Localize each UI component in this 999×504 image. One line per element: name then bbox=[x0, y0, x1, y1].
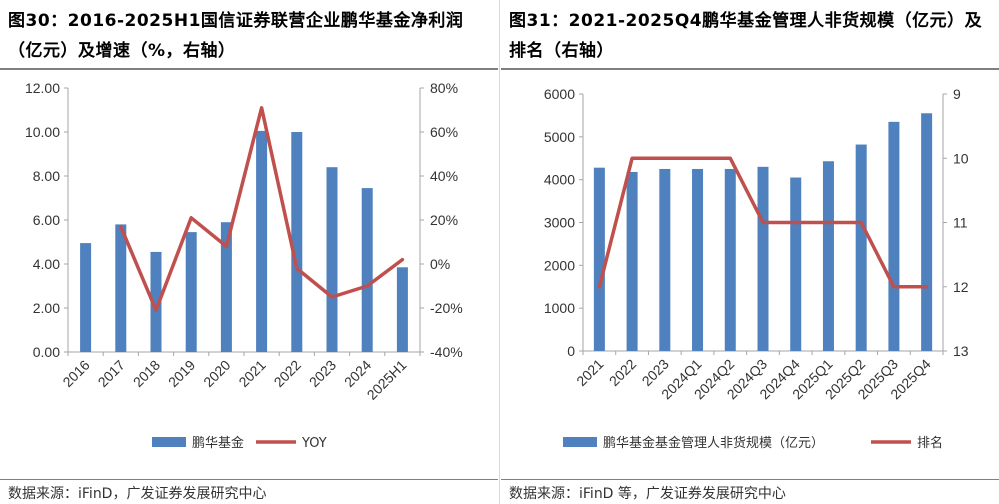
left-left-tick-label: 0.00 bbox=[33, 344, 60, 360]
left-right-tick-label: -40% bbox=[430, 344, 463, 360]
left-line-series bbox=[119, 106, 405, 312]
left-chart-svg: 0.00 2.00 4.00 6.00 8.00 10.00 12.00 -40% -20% 0%… bbox=[25, 80, 463, 451]
left-bar-2016 bbox=[80, 243, 92, 352]
left-left-tick-label: 10.00 bbox=[25, 124, 60, 140]
right-left-tick-label: 1000 bbox=[544, 300, 575, 316]
right-chart-panel: 图31：2021-2025Q4鹏华基金管理人非货规模（亿元）及排名（右轴） 0 1… bbox=[501, 0, 999, 504]
left-bottom-rule bbox=[0, 479, 498, 480]
right-chart-title: 图31：2021-2025Q4鹏华基金管理人非货规模（亿元）及排名（右轴） bbox=[509, 11, 983, 61]
left-x-tick-label: 2021 bbox=[235, 357, 268, 390]
left-x-tick-label: 2018 bbox=[130, 357, 163, 390]
right-x-tick-label: 2021 bbox=[573, 356, 606, 389]
left-source-note: 数据来源：iFinD，广发证券发展研究中心 bbox=[8, 486, 267, 502]
left-x-tick-label: 2020 bbox=[200, 357, 233, 390]
left-legend-bar-label: 鹏华基金 bbox=[192, 435, 244, 451]
left-right-tick-label: 40% bbox=[430, 168, 458, 184]
right-left-tick-label: 0 bbox=[567, 343, 575, 359]
left-left-tick-label: 6.00 bbox=[33, 212, 60, 228]
left-bar-2022 bbox=[291, 132, 303, 352]
right-right-tick-label: 12 bbox=[953, 279, 969, 295]
right-right-tick-label: 9 bbox=[953, 86, 961, 102]
left-x-tick-label: 2016 bbox=[59, 357, 92, 390]
left-left-tick-label: 2.00 bbox=[33, 300, 60, 316]
left-right-tick-label: 60% bbox=[430, 124, 458, 140]
left-bar-2025h1 bbox=[396, 267, 408, 352]
right-right-tick-label: 13 bbox=[953, 343, 969, 359]
left-left-tick-label: 12.00 bbox=[25, 80, 60, 96]
left-left-tick-label: 4.00 bbox=[33, 256, 60, 272]
right-line-series bbox=[597, 156, 929, 289]
left-right-tick-label: -20% bbox=[430, 300, 463, 316]
right-bar-2025q3 bbox=[888, 121, 900, 351]
left-x-tick-label: 2019 bbox=[165, 357, 198, 390]
left-left-tick-label: 8.00 bbox=[33, 168, 60, 184]
panel-divider bbox=[499, 0, 500, 504]
right-bar-2021 bbox=[593, 167, 605, 351]
left-bar-2024 bbox=[361, 188, 373, 352]
right-x-tick-label: 2022 bbox=[606, 356, 639, 389]
left-right-tick-label: 0% bbox=[430, 256, 450, 272]
left-title-rule bbox=[0, 68, 498, 70]
right-bar-2025q2 bbox=[855, 144, 867, 351]
right-bar-2022 bbox=[626, 171, 638, 351]
right-left-tick-label: 2000 bbox=[544, 257, 575, 273]
right-bar-2024q4 bbox=[790, 177, 802, 351]
left-bar-2020 bbox=[220, 222, 232, 352]
right-bar-2024q1 bbox=[692, 168, 704, 351]
right-bar-2025q4 bbox=[921, 113, 933, 352]
right-bar-2023 bbox=[659, 168, 671, 351]
left-legend-line-label: YOY bbox=[301, 436, 327, 451]
left-bar-2018 bbox=[150, 251, 162, 352]
right-right-tick-label: 11 bbox=[953, 215, 968, 231]
right-bar-2024q3 bbox=[757, 166, 769, 351]
right-legend-bar-label: 鹏华基金基金管理人非货规模（亿元） bbox=[603, 435, 824, 451]
left-bar-2017 bbox=[115, 224, 127, 352]
right-bar-2025q1 bbox=[822, 161, 834, 351]
right-legend-line-label: 排名 bbox=[917, 435, 943, 451]
left-right-tick-label: 20% bbox=[430, 212, 458, 228]
right-title-rule bbox=[501, 68, 999, 70]
right-source-note: 数据来源：iFinD 等，广发证券发展研究中心 bbox=[509, 486, 786, 502]
left-x-tick-label: 2025H1 bbox=[364, 357, 410, 403]
right-chart-svg: 0 1000 2000 3000 4000 5000 6000 9 10 11 12 13 2021 20… bbox=[544, 86, 969, 451]
right-left-tick-label: 5000 bbox=[544, 129, 575, 145]
right-left-tick-label: 3000 bbox=[544, 215, 575, 231]
right-bar-2024q2 bbox=[724, 168, 736, 351]
right-left-tick-label: 4000 bbox=[544, 172, 575, 188]
left-x-tick-label: 2017 bbox=[95, 357, 128, 390]
left-x-tick-label: 2023 bbox=[306, 357, 339, 390]
left-chart-panel: 图30：2016-2025H1国信证券联营企业鹏华基金净利润（亿元）及增速（%，… bbox=[0, 0, 498, 504]
right-left-tick-label: 6000 bbox=[544, 86, 575, 102]
left-bar-2019 bbox=[185, 232, 197, 352]
right-right-tick-label: 10 bbox=[953, 150, 969, 166]
left-bar-2023 bbox=[326, 167, 338, 352]
left-legend-bar-swatch bbox=[152, 437, 186, 447]
left-right-tick-label: 80% bbox=[430, 80, 458, 96]
right-bottom-rule bbox=[501, 479, 999, 480]
left-x-tick-label: 2022 bbox=[271, 357, 304, 390]
left-chart-title: 图30：2016-2025H1国信证券联营企业鹏华基金净利润（亿元）及增速（%，… bbox=[8, 11, 464, 61]
left-bar-2021 bbox=[256, 130, 268, 352]
right-legend-bar-swatch bbox=[563, 437, 597, 447]
